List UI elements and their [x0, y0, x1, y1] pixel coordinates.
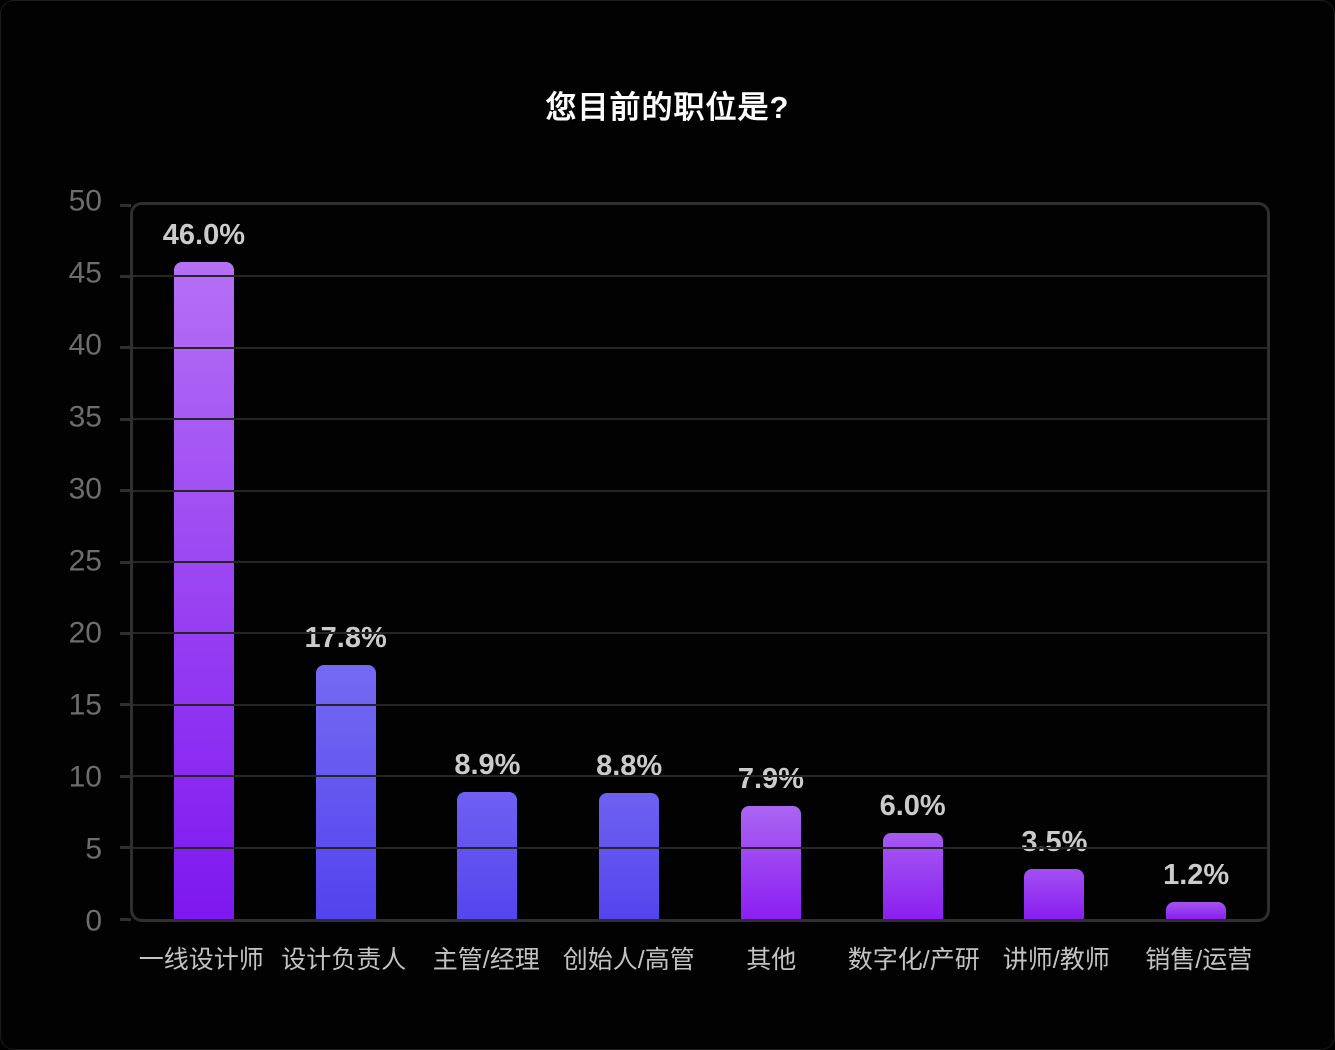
- gridline: [133, 418, 1267, 421]
- bar-data-label: 3.5%: [1021, 826, 1088, 859]
- y-axis-tick-label: 20: [68, 616, 102, 650]
- bar-slot: 1.2%: [1125, 205, 1267, 919]
- y-axis-tick-mark: [120, 846, 131, 850]
- bar-创始人/高管: [599, 793, 660, 919]
- x-axis-category-label: 设计负责人: [281, 946, 407, 974]
- bars-container: 46.0% 17.8% 8.9% 8.8% 7.9% 6.0% 3.5% 1.2%: [133, 205, 1267, 919]
- x-axis-category-label: 主管/经理: [432, 946, 540, 974]
- y-axis-tick-mark: [120, 774, 131, 778]
- x-axis-category-label: 销售/运营: [1145, 946, 1253, 974]
- x-axis-category-label: 讲师/教师: [1002, 946, 1110, 974]
- bar-slot: 3.5%: [984, 205, 1126, 919]
- y-axis-tick-mark: [120, 631, 131, 635]
- gridline: [133, 775, 1267, 778]
- x-axis-category-label: 创始人/高管: [562, 946, 695, 974]
- y-axis-tick-label: 15: [68, 688, 102, 722]
- bar-data-label: 46.0%: [162, 219, 245, 252]
- y-axis-tick-label: 35: [68, 400, 102, 434]
- y-axis-tick-label: 50: [68, 184, 102, 218]
- y-axis-tick-label: 30: [68, 472, 102, 506]
- bar-data-label: 1.2%: [1163, 858, 1230, 891]
- gridline: [133, 275, 1267, 278]
- bar-data-label: 7.9%: [737, 763, 804, 796]
- bar-设计负责人: [315, 664, 376, 919]
- gridline: [133, 346, 1267, 349]
- y-axis-tick-label: 0: [85, 904, 102, 938]
- gridline: [133, 703, 1267, 706]
- y-axis-tick-mark: [120, 917, 131, 921]
- bar-销售/运营: [1166, 901, 1227, 919]
- x-axis-category-label: 其他: [746, 946, 797, 974]
- y-axis-tick-mark: [120, 560, 131, 564]
- bar-slot: 7.9%: [700, 205, 842, 919]
- bar-其他: [740, 806, 801, 919]
- y-axis-tick-mark: [120, 274, 131, 278]
- bar-一线设计师: [173, 262, 234, 919]
- bar-data-label: 8.8%: [596, 750, 663, 783]
- y-axis-tick-label: 45: [68, 256, 102, 290]
- gridline: [133, 632, 1267, 635]
- plot-area: 46.0% 17.8% 8.9% 8.8% 7.9% 6.0% 3.5% 1.2%: [120, 202, 1270, 922]
- x-axis: 一线设计师 设计负责人 主管/经理 创始人/高管 其他 数字化/产研 讲师/教师 销售/运营: [130, 940, 1270, 976]
- bar-讲师/教师: [1024, 869, 1085, 919]
- gridline: [133, 846, 1267, 849]
- bar-slot: 46.0%: [133, 205, 275, 919]
- gridline: [133, 489, 1267, 492]
- y-axis-tick-label: 5: [85, 832, 102, 866]
- y-axis-tick-label: 10: [68, 760, 102, 794]
- x-axis-category-label: 数字化/产研: [847, 946, 980, 974]
- bar-data-label: 6.0%: [879, 790, 946, 823]
- bar-slot: 17.8%: [275, 205, 417, 919]
- x-axis-category-label: 一线设计师: [138, 946, 264, 974]
- y-axis-tick-mark: [120, 346, 131, 350]
- y-axis-tick-mark: [120, 489, 131, 493]
- y-axis-tick-mark: [120, 417, 131, 421]
- y-axis-tick-mark: [120, 203, 131, 207]
- bar-主管/经理: [457, 791, 518, 919]
- y-axis-tick-label: 25: [68, 544, 102, 578]
- bar-slot: 8.9%: [417, 205, 559, 919]
- y-axis-tick-label: 40: [68, 328, 102, 362]
- y-axis-tick-mark: [120, 703, 131, 707]
- gridline: [133, 561, 1267, 563]
- chart-title: 您目前的职位是?: [545, 90, 790, 125]
- bar-data-label: 17.8%: [304, 621, 387, 654]
